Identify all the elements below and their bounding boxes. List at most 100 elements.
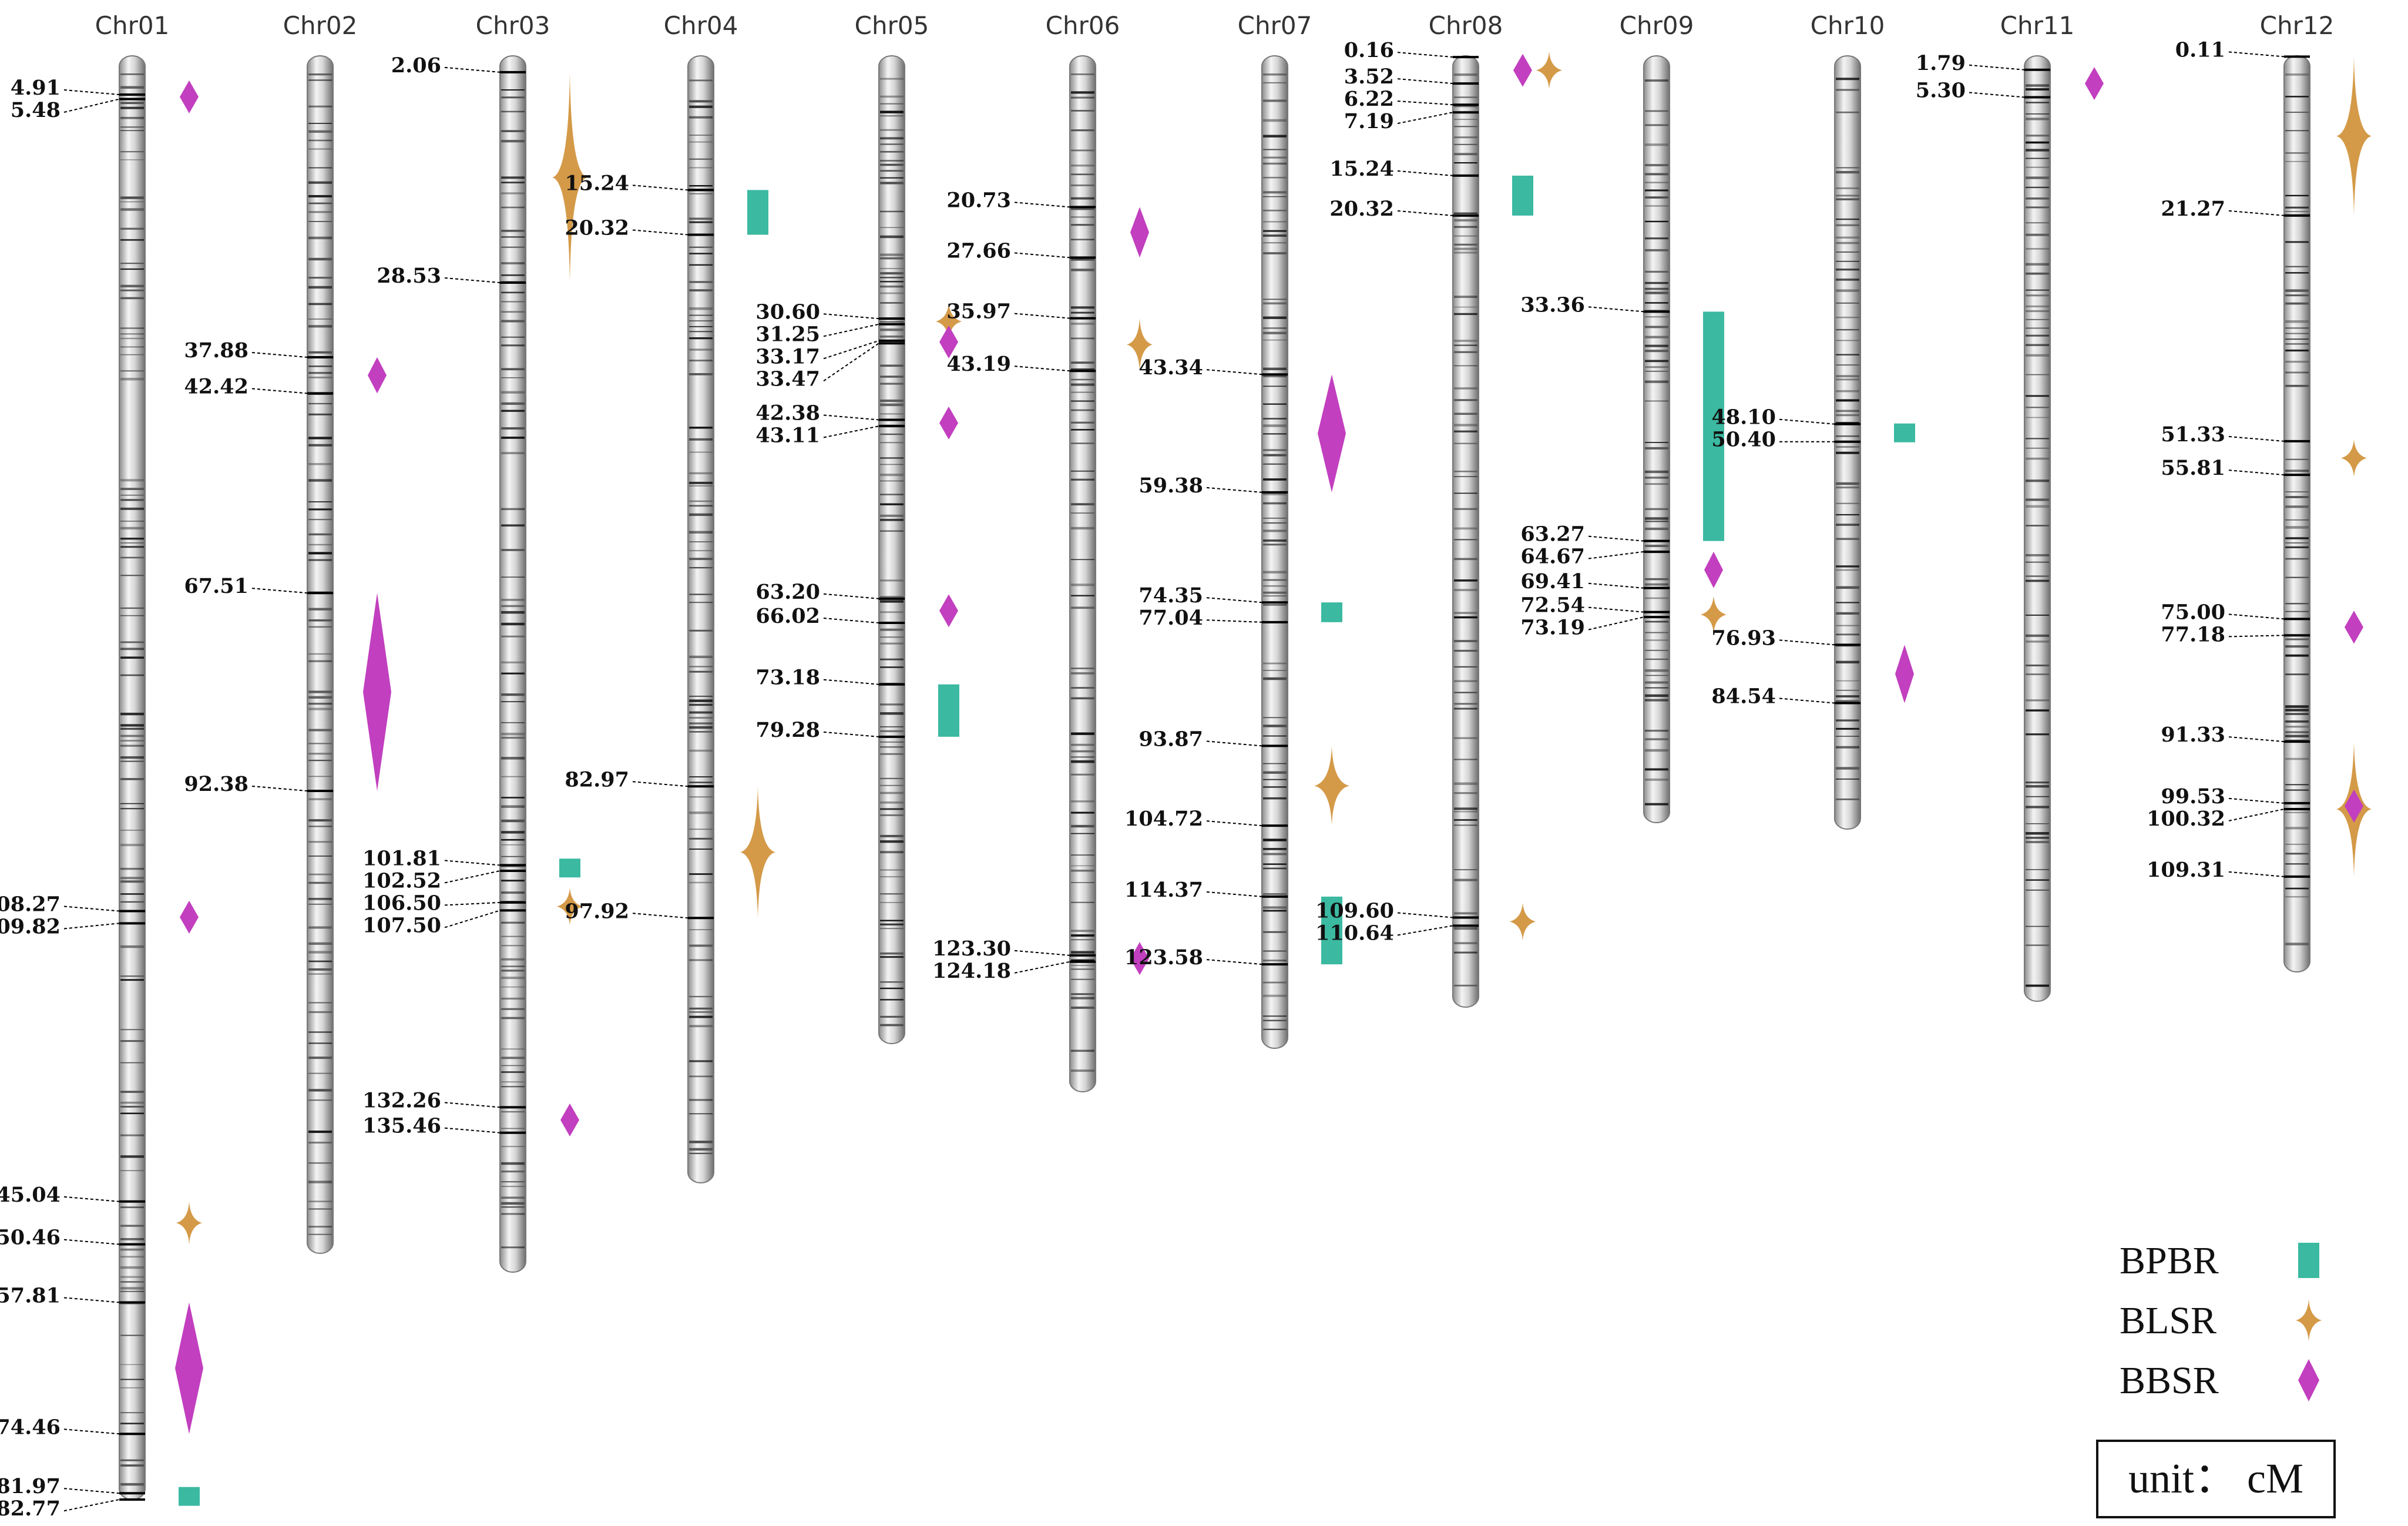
leader-line [1014,313,1070,319]
bbsr-marker [368,357,387,394]
leader-line [1014,961,1070,974]
leader-line [1397,78,1453,85]
position-label: 150.46 [0,1226,61,1250]
legend-label: BLSR [2120,1299,2216,1342]
leader-line [63,1499,120,1512]
bbsr-marker [939,594,958,628]
legend-swatch-star [2296,1299,2322,1341]
leader-line [823,340,879,360]
bpbr-marker [1321,602,1342,622]
bpbr-marker [1894,423,1915,442]
position-label: 75.00 [2161,600,2225,624]
bbsr-marker [1318,374,1346,492]
leader-line [823,593,879,599]
leader-line [444,1127,501,1133]
leader-line [1779,418,1835,425]
leader-line [1014,202,1070,208]
chromosome-body [1643,55,1670,823]
legend-item-blsr: BLSR [2120,1299,2322,1342]
leader-line [444,1102,501,1108]
bbsr-marker [180,900,199,934]
unit-box-frame [2096,1440,2336,1518]
bbsr-marker [1130,942,1149,975]
leader-line [823,731,879,737]
position-label: 1.79 [1916,51,1966,75]
position-label: 73.18 [755,666,820,690]
position-labels: 15.24 20.32 82.97 97.92 [565,171,714,923]
position-label: 48.10 [1711,405,1776,430]
leader-line [1969,64,2025,71]
leader-line [2228,808,2285,821]
position-labels: 4.915.48 108.27109.82 145.04 150.46 157.81 17… [0,76,145,1521]
qtl-markers [936,303,962,737]
chromosome-chr08: Chr08 0.16 3.526.227.19 15.24 20.32 109.60110… [1315,11,1562,1008]
position-label: 33.17 [755,344,820,368]
position-label: 0.16 [1344,38,1394,62]
position-label: 99.53 [2161,784,2225,809]
chromosome-name: Chr03 [476,11,550,40]
leader-line [823,323,879,337]
position-label: 79.28 [755,718,820,742]
bbsr-marker [1895,645,1914,703]
blsr-marker [1701,595,1727,633]
leader-line [444,901,501,906]
leader-line [632,781,689,787]
leader-line [63,1297,120,1303]
chromosome-bands [1454,73,1477,987]
unit-label: unit： cM [2128,1455,2303,1502]
blsr-marker [1127,318,1153,371]
position-labels: 1.79 5.30 [1916,51,2050,102]
position-label: 27.66 [946,239,1011,263]
unit-box: unit： cM [2096,1440,2336,1518]
position-label: 50.40 [1711,428,1776,452]
chromosome-bands [308,73,332,1235]
leader-line [823,414,879,421]
position-label: 84.54 [1711,685,1776,709]
position-label: 182.77 [0,1497,61,1521]
chromosome-body [119,55,146,1500]
chromosome-chr11: Chr11 1.79 5.30 [1916,11,2104,1002]
position-label: 76.93 [1711,626,1776,650]
bbsr-marker [939,326,958,359]
blsr-marker [2341,439,2367,477]
position-label: 157.81 [0,1283,61,1307]
qtl-markers [1510,51,1562,941]
leader-line [2228,469,2285,476]
blsr-marker [1536,51,1562,89]
leader-line [251,351,308,358]
leader-line [251,388,308,394]
position-label: 114.37 [1124,878,1203,902]
qtl-markers [552,72,587,1137]
leader-line [1969,92,2025,98]
leader-line [1588,606,1644,613]
chromosome-name: Chr07 [1238,11,1312,40]
chromosome-chr04: Chr04 15.24 20.32 82.97 97.92 [565,11,775,1183]
position-label: 31.25 [755,322,820,346]
position-label: 64.67 [1520,545,1585,569]
leader-line [632,913,689,919]
leader-line [1397,210,1453,216]
leader-line [1206,619,1262,623]
qtl-markers [740,190,775,918]
leader-line [2228,635,2285,638]
bbsr-marker [1130,207,1149,258]
leader-line [823,618,879,624]
chromosome-name: Chr09 [1620,11,1694,40]
leader-line [444,910,501,928]
bbsr-marker [2345,611,2363,644]
leader-line [1014,252,1070,259]
qtl-markers [1127,207,1153,975]
legend: BPBR BLSR BBSR unit： cM [2096,1239,2336,1518]
position-label: 37.88 [184,338,248,363]
leader-line [63,905,120,912]
position-label: 108.27 [0,892,61,916]
leader-line [823,425,879,438]
chromosome-name: Chr10 [1811,11,1885,40]
chromosome-body [1452,55,1479,1008]
blsr-marker [740,786,775,918]
bbsr-marker [2345,789,2363,823]
leader-line [1779,697,1835,704]
